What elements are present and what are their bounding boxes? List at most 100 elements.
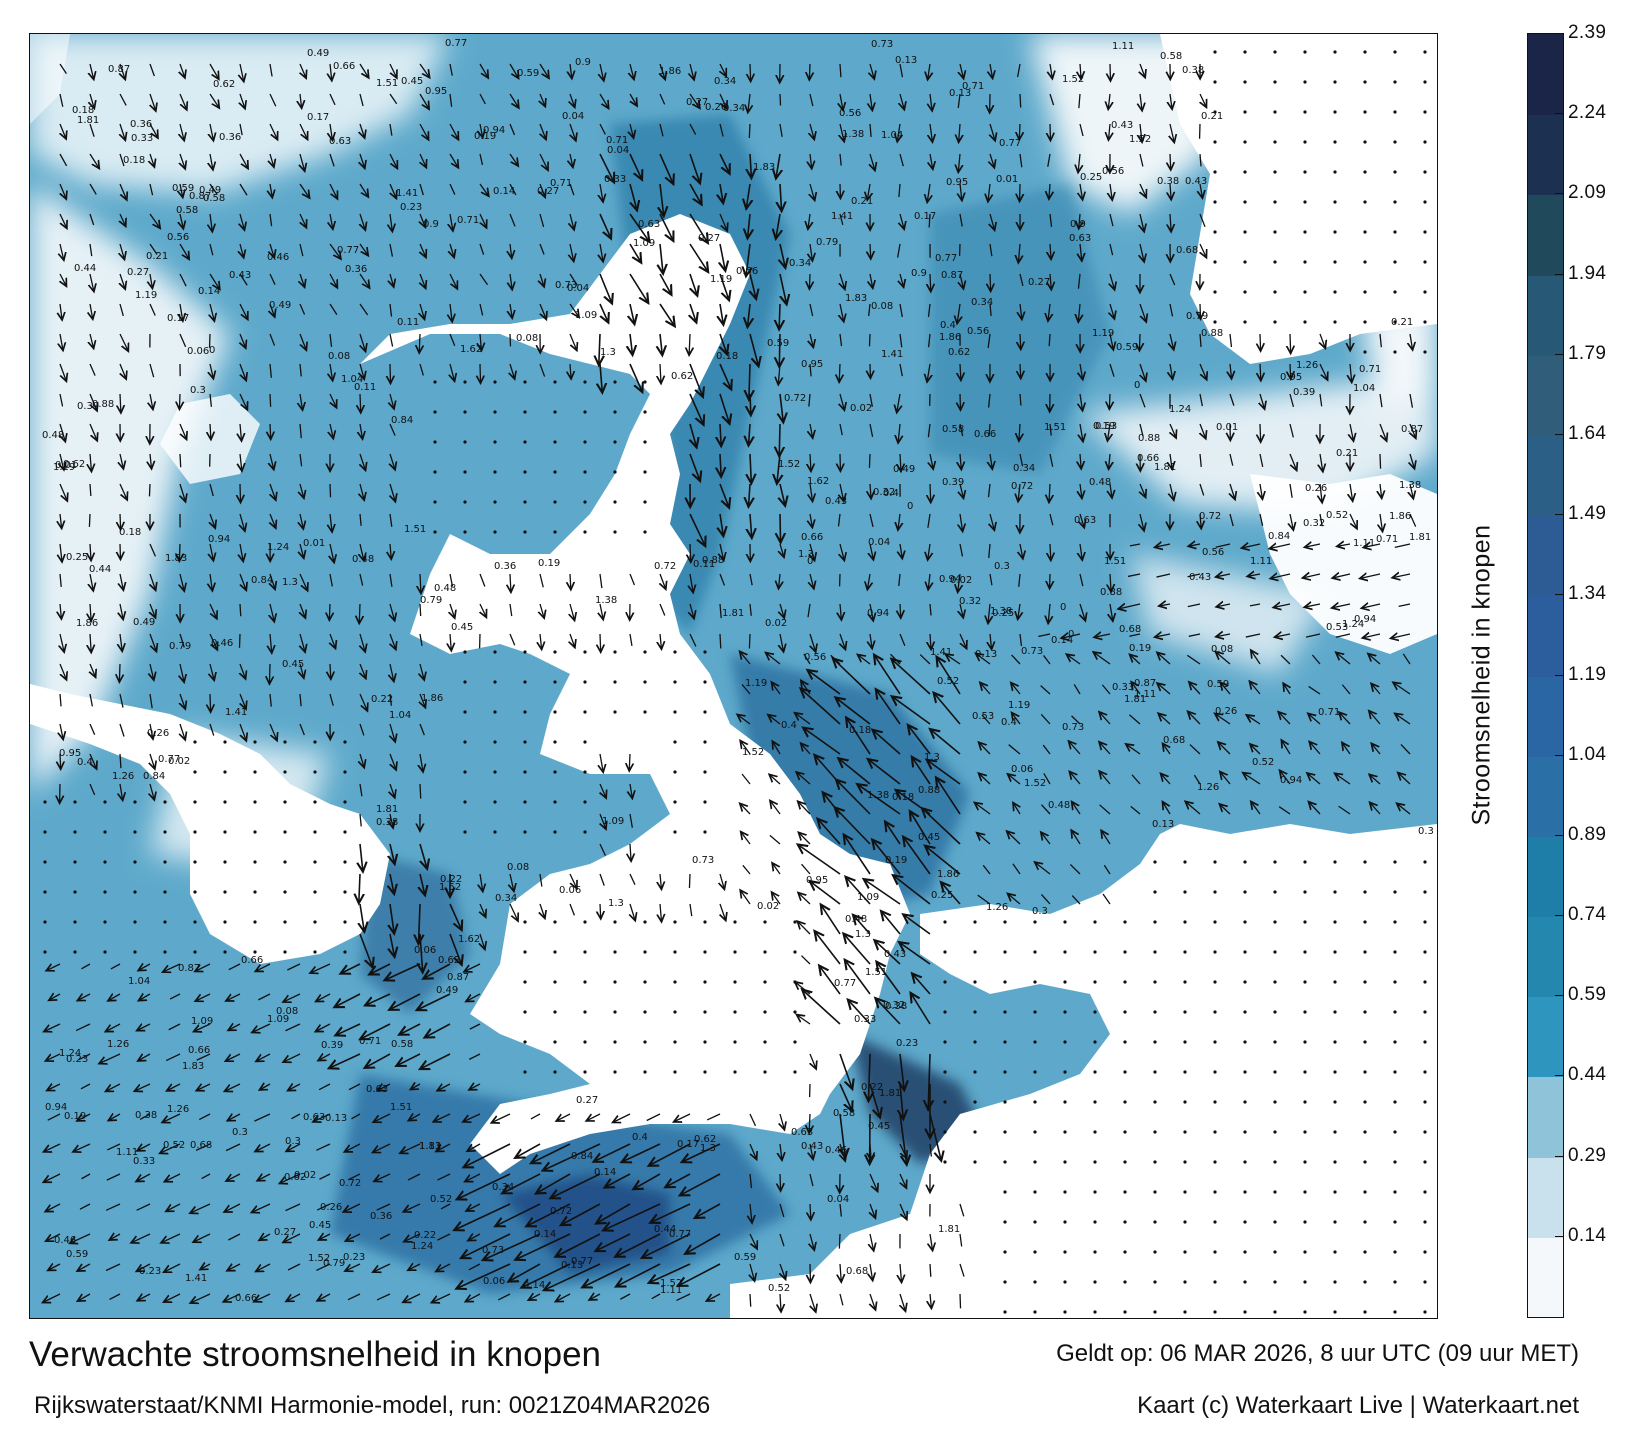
current-arrow <box>210 303 214 321</box>
current-arrow <box>600 363 602 393</box>
grid-dot <box>1333 50 1337 54</box>
grid-dot <box>673 920 677 924</box>
grid-dot <box>1273 890 1277 894</box>
current-arrow <box>1308 802 1321 815</box>
grid-dot <box>1213 320 1217 324</box>
speed-value-label: 0.18 <box>849 725 871 736</box>
current-arrow <box>1199 483 1205 496</box>
grid-dot <box>1093 980 1097 984</box>
speed-value-label: 1.86 <box>937 869 959 880</box>
speed-value-label: 0.4 <box>77 757 93 768</box>
current-arrow <box>846 877 871 905</box>
grid-dot <box>43 920 47 924</box>
current-arrow <box>599 843 606 856</box>
grid-dot <box>1423 290 1427 294</box>
current-arrow <box>839 1083 852 1111</box>
speed-value-label: 0.49 <box>893 464 915 475</box>
grid-dot <box>1363 860 1367 864</box>
current-arrow <box>1311 654 1321 665</box>
current-arrow <box>1050 243 1051 259</box>
current-arrow <box>509 183 517 196</box>
current-arrow <box>740 651 751 665</box>
grid-dot <box>703 680 707 684</box>
current-arrow <box>359 93 364 107</box>
current-arrow <box>779 1233 785 1247</box>
current-arrow <box>930 633 931 649</box>
current-arrow <box>440 1203 451 1210</box>
grid-dot <box>133 920 137 924</box>
current-arrow <box>164 1293 181 1302</box>
current-arrow <box>403 1293 421 1302</box>
current-arrow <box>927 333 931 348</box>
current-arrow <box>810 1293 816 1312</box>
current-arrow <box>480 363 481 383</box>
current-arrow <box>748 213 750 238</box>
current-arrow <box>330 633 336 649</box>
current-arrow <box>44 1023 61 1032</box>
current-arrow <box>270 303 275 317</box>
speed-value-label: 1.62 <box>460 344 482 355</box>
colorbar-band <box>1528 34 1563 116</box>
current-arrow <box>720 183 723 203</box>
current-arrow <box>930 273 931 292</box>
grid-dot <box>1123 1070 1127 1074</box>
map-credit: Kaart (c) Waterkaart Live | Waterkaart.n… <box>1137 1392 1579 1419</box>
speed-value-label: 0 <box>807 556 813 567</box>
current-arrow <box>90 633 91 653</box>
speed-value-label: 0.14 <box>493 186 515 197</box>
current-arrow <box>225 1053 241 1061</box>
current-arrow <box>509 603 513 617</box>
current-arrow <box>780 183 782 211</box>
speed-value-label: 0.01 <box>303 538 325 549</box>
current-arrow <box>869 123 872 137</box>
current-arrow <box>840 603 841 620</box>
current-arrow <box>450 633 451 651</box>
current-arrow <box>464 963 481 972</box>
speed-value-label: 0.52 <box>1326 510 1348 521</box>
current-arrow <box>960 483 964 498</box>
current-arrow <box>1109 243 1114 256</box>
current-arrow <box>840 303 844 322</box>
current-arrow <box>990 63 993 79</box>
current-arrow <box>318 1234 331 1240</box>
current-arrow <box>874 940 901 965</box>
current-arrow <box>1193 774 1201 785</box>
grid-dot <box>193 740 197 744</box>
current-arrow <box>120 123 125 140</box>
current-arrow <box>1140 363 1146 381</box>
current-arrow <box>479 63 488 78</box>
current-arrow <box>646 1113 661 1122</box>
current-arrow <box>149 243 158 255</box>
speed-value-label: 0.36 <box>130 119 152 130</box>
current-arrow <box>150 573 156 590</box>
current-arrow <box>419 783 422 799</box>
current-arrow <box>900 1053 904 1090</box>
current-arrow <box>870 543 873 560</box>
grid-dot <box>1033 1280 1037 1284</box>
current-arrow <box>461 1233 511 1258</box>
current-arrow <box>210 513 215 528</box>
speed-value-label: 0.73 <box>555 280 577 291</box>
current-arrow <box>359 513 362 526</box>
grid-dot <box>673 680 677 684</box>
current-arrow <box>930 1293 931 1309</box>
speed-value-label: 0.73 <box>871 39 893 50</box>
current-arrow <box>1156 573 1171 578</box>
current-arrow <box>359 783 363 797</box>
current-arrow <box>269 693 272 707</box>
grid-dot <box>1063 1250 1067 1254</box>
current-arrow <box>1157 683 1171 695</box>
current-arrow <box>167 1084 181 1091</box>
speed-value-label: 0.04 <box>562 111 584 122</box>
current-arrow <box>269 663 270 684</box>
grid-dot <box>1423 170 1427 174</box>
current-arrow <box>659 273 671 295</box>
current-arrow <box>779 333 780 367</box>
current-arrow <box>360 483 364 500</box>
grid-dot <box>43 800 47 804</box>
current-arrow <box>870 603 873 621</box>
current-arrow <box>1108 93 1110 109</box>
speed-value-label: 0.72 <box>654 561 676 572</box>
current-arrow <box>1012 713 1021 725</box>
current-arrow <box>629 813 634 828</box>
